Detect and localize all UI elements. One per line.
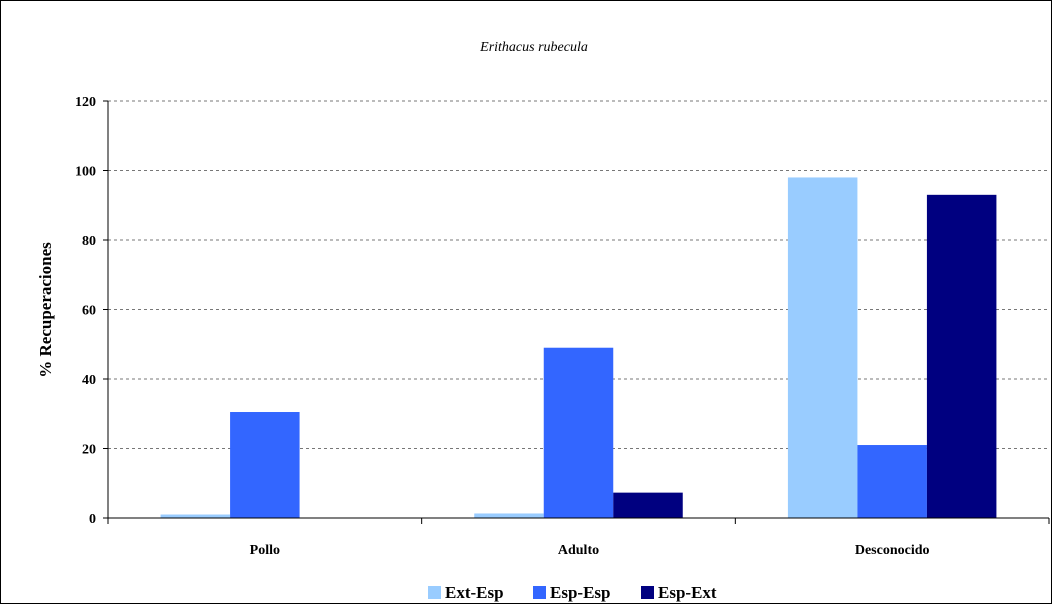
legend-swatch: [533, 586, 546, 599]
y-tick-label: 80: [82, 234, 96, 249]
axes: 0 20 40 60 80 100 120 Pollo Adulto Desconocido: [75, 95, 1050, 558]
bar: [926, 194, 997, 518]
x-tick-label: Pollo: [250, 543, 280, 558]
chart-title: Erithacus rubecula: [479, 40, 588, 55]
y-tick-label: 120: [75, 95, 96, 110]
y-tick-label: 40: [82, 373, 96, 388]
legend-label: Esp-Esp: [550, 583, 610, 602]
bars: [160, 177, 997, 518]
x-tick-label: Adulto: [558, 543, 599, 558]
y-tick-label: 20: [82, 443, 96, 458]
bar: [543, 347, 614, 518]
y-tick-label: 100: [75, 165, 96, 180]
bar: [160, 514, 231, 518]
x-tick-label: Desconocido: [855, 543, 930, 558]
bar: [474, 513, 544, 518]
legend-swatch: [641, 586, 654, 599]
y-axis-label: % Recuperaciones: [36, 242, 55, 378]
bar: [787, 177, 858, 518]
legend-swatch: [428, 586, 441, 599]
bar: [230, 412, 300, 518]
bar: [857, 445, 927, 518]
y-tick-label: 60: [82, 304, 96, 319]
y-tick-label: 0: [89, 512, 96, 527]
legend-label: Ext-Esp: [445, 583, 504, 602]
legend-label: Esp-Ext: [658, 583, 717, 602]
legend: Ext-Esp Esp-Esp Esp-Ext: [428, 583, 717, 602]
bar: [613, 492, 683, 518]
